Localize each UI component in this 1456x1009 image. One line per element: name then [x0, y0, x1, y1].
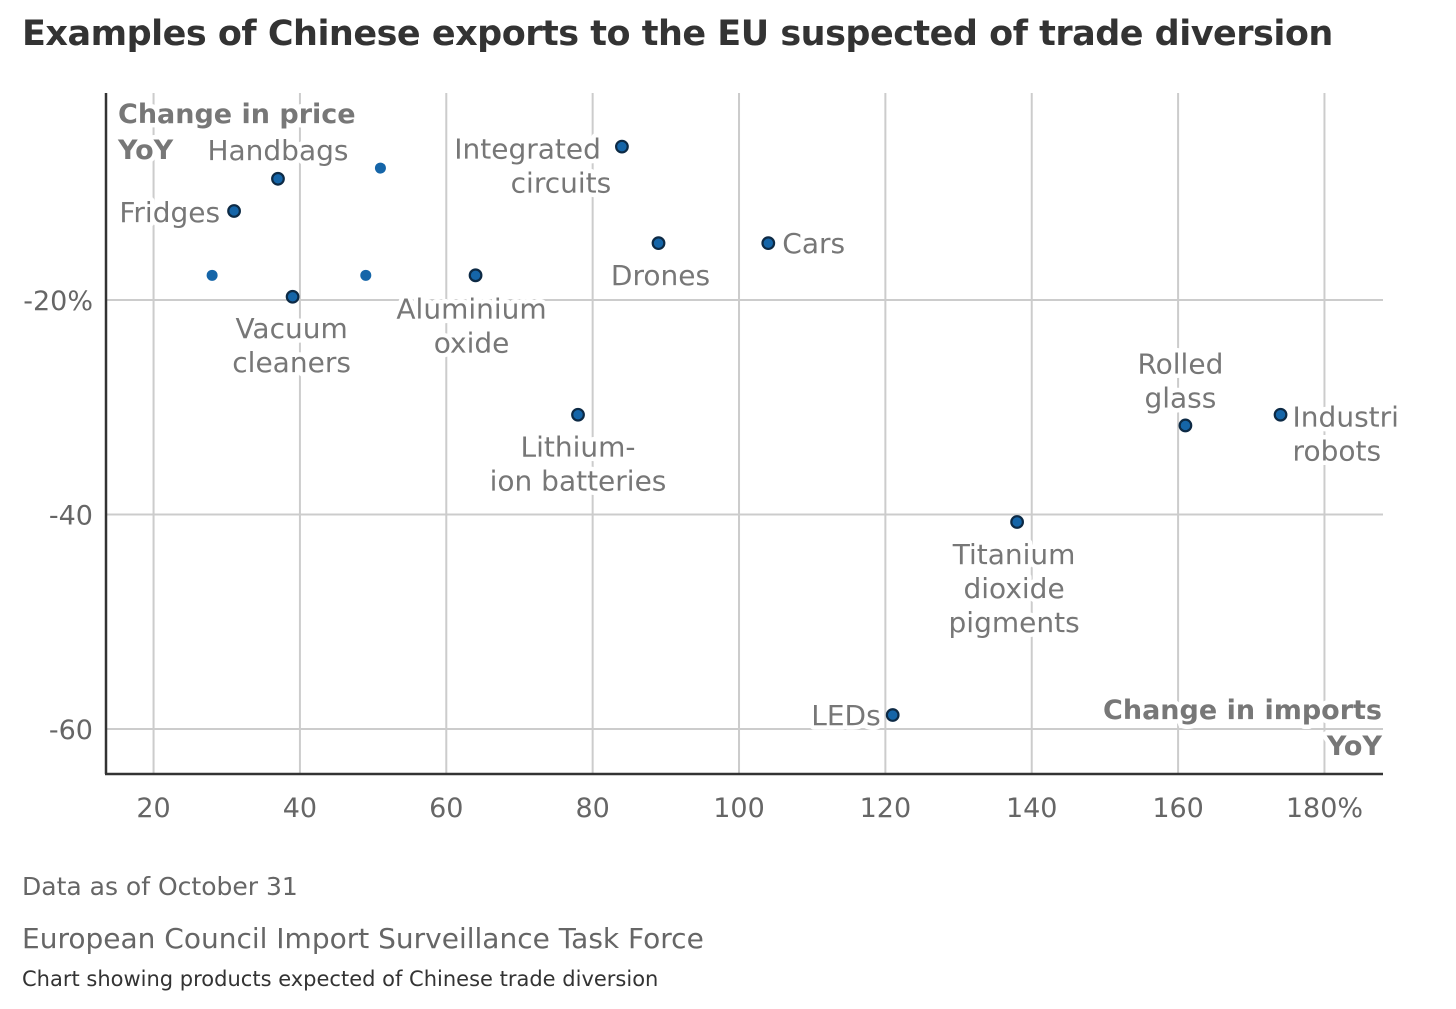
- axes: 20 40 60 80 100 120 140 160 180% -20% -40 -60: [23, 93, 1383, 824]
- x-tick-label: 140: [1006, 793, 1058, 824]
- y-tick-label: -60: [49, 715, 93, 746]
- data-points: [206, 139, 1288, 722]
- data-point: [206, 269, 218, 281]
- axis-titles: Change in price YoY Change in imports YoY: [113, 95, 1387, 767]
- point-label: Lithium-: [521, 431, 636, 464]
- x-tick-label: 100: [713, 793, 765, 824]
- chart-title: Examples of Chinese exports to the EU su…: [22, 14, 1333, 54]
- point-label: dioxide: [964, 572, 1065, 605]
- point-label: Drones: [611, 259, 710, 292]
- data-point: [374, 162, 386, 174]
- point-label: Integrated: [454, 133, 601, 166]
- x-tick-label: 40: [283, 793, 317, 824]
- source-note: European Council Import Surveillance Tas…: [22, 922, 704, 955]
- point-label: Industri: [1293, 401, 1399, 434]
- y-tick-label: -40: [49, 500, 93, 531]
- data-point: [615, 139, 629, 154]
- point-label: Cars: [782, 227, 845, 260]
- point-label: oxide: [434, 326, 510, 359]
- point-label: Rolled: [1137, 347, 1223, 380]
- point-label: robots: [1293, 435, 1382, 468]
- x-axis-title: Change in imports: [1103, 695, 1382, 726]
- data-point: [1273, 407, 1288, 422]
- scatter-chart: 20 40 60 80 100 120 140 160 180% -20% -40 -60 Handb…: [23, 93, 1404, 824]
- x-axis-title: YoY: [1326, 731, 1383, 762]
- data-point: [468, 268, 483, 283]
- data-point: [651, 236, 666, 251]
- data-point: [285, 289, 300, 304]
- x-tick-label: 120: [860, 793, 912, 824]
- point-label: LEDs: [811, 699, 880, 732]
- point-label: pigments: [949, 606, 1080, 639]
- x-tick-label: 20: [136, 793, 170, 824]
- y-axis-title: YoY: [117, 135, 174, 166]
- point-label: Handbags: [207, 134, 348, 167]
- chart-caption: Chart showing products expected of Chine…: [22, 967, 659, 991]
- point-label: Titanium: [952, 538, 1076, 571]
- data-point: [1178, 418, 1193, 433]
- gridlines: [106, 93, 1383, 774]
- x-tick-label: 60: [429, 793, 463, 824]
- data-point: [360, 269, 372, 281]
- y-axis-title: Change in price: [118, 99, 356, 130]
- y-tick-label: -20%: [23, 286, 93, 317]
- data-point: [885, 708, 900, 722]
- data-date-note: Data as of October 31: [22, 872, 298, 901]
- data-point: [271, 171, 285, 186]
- point-label: circuits: [511, 167, 612, 200]
- point-label: Aluminium: [396, 292, 546, 325]
- data-point: [761, 236, 776, 251]
- point-label: Fridges: [119, 196, 220, 229]
- point-label: cleaners: [232, 346, 351, 379]
- x-tick-label: 160: [1152, 793, 1204, 824]
- point-label: glass: [1144, 381, 1216, 414]
- data-point: [1010, 515, 1024, 529]
- data-point: [571, 407, 585, 422]
- point-label: Vacuum: [235, 312, 347, 345]
- x-tick-label: 180%: [1286, 793, 1363, 824]
- data-point: [227, 204, 241, 218]
- point-label: ion batteries: [490, 465, 667, 498]
- x-tick-label: 80: [575, 793, 609, 824]
